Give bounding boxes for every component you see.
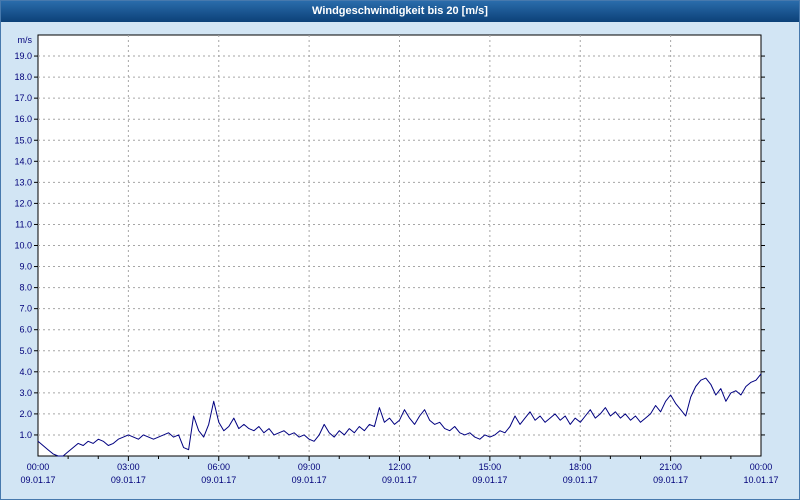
y-axis-label: 6.0 [19, 325, 32, 335]
y-axis-label: 14.0 [14, 156, 32, 166]
x-axis-date-label: 09.01.17 [292, 475, 327, 485]
wind-speed-line [37, 373, 762, 457]
x-axis-date-label: 09.01.17 [653, 475, 688, 485]
x-axis-date-label: 09.01.17 [111, 475, 146, 485]
y-axis-label: 12.0 [14, 198, 32, 208]
x-axis-time-label: 18:00 [569, 462, 592, 472]
y-axis-label: 16.0 [14, 114, 32, 124]
y-axis-label: 3.0 [19, 388, 32, 398]
y-axis-label: 4.0 [19, 367, 32, 377]
wind-speed-chart: 19.0 18.0 17.0 16.0 15.0 14.0 13.0 12.0 11.0 10.0… [14, 34, 779, 485]
x-axis-time-label: 00:00 [27, 462, 50, 472]
y-axis-label: 13.0 [14, 177, 32, 187]
y-axis-label: 18.0 [14, 72, 32, 82]
x-axis-time-label: 06:00 [207, 462, 230, 472]
y-axis-label: 2.0 [19, 409, 32, 419]
x-axis-time-label: 00:00 [750, 462, 773, 472]
y-axis-label: 7.0 [19, 304, 32, 314]
y-axis-unit-label: m/s [18, 35, 33, 45]
x-axis-date-label: 09.01.17 [201, 475, 236, 485]
y-axis-label: 5.0 [19, 346, 32, 356]
y-axis-label: 15.0 [14, 135, 32, 145]
x-axis-date-label: 09.01.17 [563, 475, 598, 485]
x-axis-date-label: 09.01.17 [20, 475, 55, 485]
x-axis-time-label: 15:00 [479, 462, 502, 472]
chart-area: 19.0 18.0 17.0 16.0 15.0 14.0 13.0 12.0 11.0 10.0… [1, 22, 799, 499]
y-axis-label: 17.0 [14, 93, 32, 103]
x-axis-date-label: 09.01.17 [382, 475, 417, 485]
x-axis-time-label: 09:00 [298, 462, 321, 472]
x-axis-date-label: 10.01.17 [743, 475, 778, 485]
x-axis-time-label: 12:00 [388, 462, 411, 472]
x-axis-time-label: 21:00 [659, 462, 682, 472]
y-axis-label: 10.0 [14, 241, 32, 251]
x-axis-date-label: 09.01.17 [472, 475, 507, 485]
y-axis-label: 1.0 [19, 430, 32, 440]
chart-title: Windgeschwindigkeit bis 20 [m/s] [312, 5, 488, 17]
y-axis-label: 9.0 [19, 262, 32, 272]
y-axis-label: 19.0 [14, 51, 32, 61]
chart-title-bar: Windgeschwindigkeit bis 20 [m/s] [1, 1, 799, 22]
x-axis-time-label: 03:00 [117, 462, 140, 472]
y-axis-label: 8.0 [19, 283, 32, 293]
y-axis-label: 11.0 [15, 219, 32, 229]
